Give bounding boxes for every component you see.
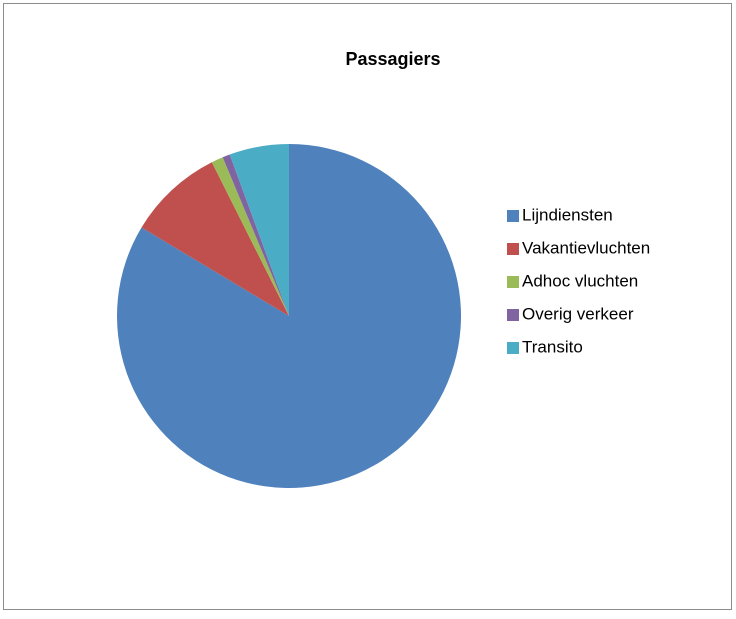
legend-swatch <box>507 309 519 321</box>
pie-slice <box>222 154 289 316</box>
legend-label: Adhoc vluchten <box>522 271 638 290</box>
legend: Lijndiensten Vakantievluchten Adhoc vlucht… <box>507 205 650 356</box>
legend-label: Lijndiensten <box>522 205 613 224</box>
legend-swatch <box>507 342 519 354</box>
chart-title: Passagiers <box>345 49 440 69</box>
legend-swatch <box>507 243 519 255</box>
pie-slice <box>141 162 289 316</box>
legend-label: Overig verkeer <box>522 304 634 323</box>
legend-swatch <box>507 210 519 222</box>
pie <box>117 144 461 488</box>
legend-swatch <box>507 276 519 288</box>
pie-slice <box>211 157 289 316</box>
legend-label: Vakantievluchten <box>522 238 650 257</box>
pie-slice <box>229 144 289 316</box>
legend-label: Transito <box>522 337 583 356</box>
